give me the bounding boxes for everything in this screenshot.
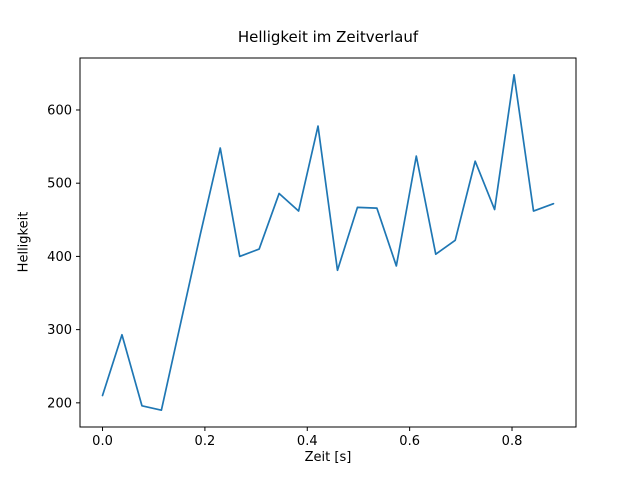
x-tick-label: 0.0	[92, 434, 113, 449]
y-tick-label: 600	[47, 103, 72, 118]
x-tick-label: 0.2	[195, 434, 216, 449]
y-tick-label: 200	[47, 396, 72, 411]
x-tick-label: 0.8	[502, 434, 523, 449]
y-tick-label: 300	[47, 323, 72, 338]
axes-frame	[79, 57, 577, 428]
series-line	[101, 73, 555, 412]
y-tick-label: 500	[47, 177, 72, 192]
x-axis-label: Zeit [s]	[304, 450, 352, 465]
x-tick-label: 0.4	[297, 434, 318, 449]
chart-title: Helligkeit im Zeitverlauf	[237, 28, 419, 46]
x-tick-label: 0.6	[399, 434, 420, 449]
y-tick-label: 400	[47, 250, 72, 265]
